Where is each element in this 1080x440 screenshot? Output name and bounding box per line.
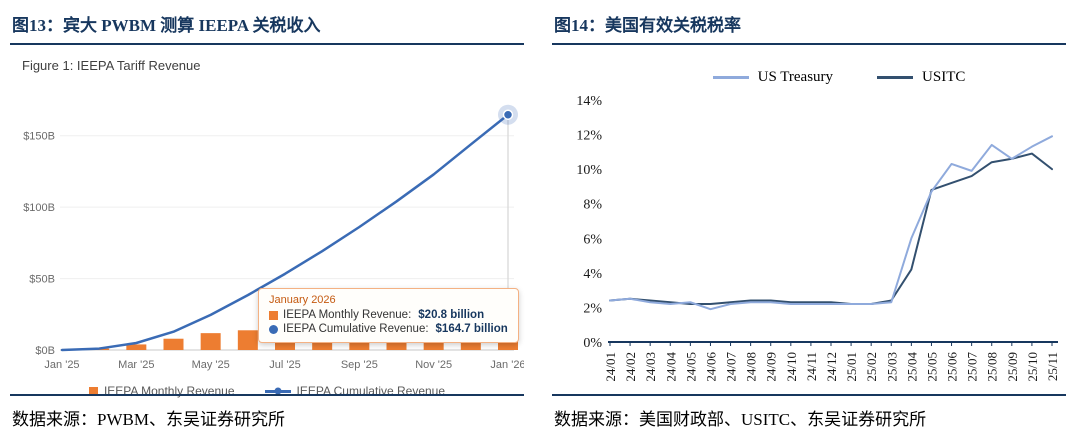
tooltip-cumulative-label: IEEPA Cumulative Revenue: <box>283 323 429 335</box>
tooltip-cumulative-value: $164.7 billion <box>435 323 508 335</box>
x-axis-tick-label: 25/11 <box>1045 352 1060 381</box>
x-axis-tick-label: 25/02 <box>864 352 879 382</box>
x-axis-tick-label: Sep '25 <box>341 359 378 371</box>
x-axis-tick-label: 25/03 <box>884 352 899 382</box>
x-axis-tick-label: 25/06 <box>945 352 960 382</box>
y-axis-tick-label: 0% <box>583 336 602 351</box>
figure-14-panel: 图14：美国有效关税税率 US Treasury USITC 0% 2% 4% 6% 8… <box>540 0 1080 440</box>
x-axis-tick-label: 25/10 <box>1025 352 1040 382</box>
bar-swatch-icon <box>88 386 98 396</box>
treasury-line-swatch-icon <box>712 76 749 79</box>
y-axis-tick-label: $100B <box>23 202 55 214</box>
x-axis-tick-label: 24/12 <box>824 352 839 382</box>
line-dot-swatch-icon <box>264 387 291 395</box>
x-axis-tick-label: 24/02 <box>623 352 638 382</box>
x-axis-tick-label: 24/09 <box>764 352 779 382</box>
tooltip-date: January 2026 <box>269 294 336 306</box>
y-axis-tick-label: $50B <box>29 274 55 286</box>
x-axis-tick-label: May '25 <box>192 359 230 371</box>
x-axis-tick-label: 25/04 <box>904 352 919 382</box>
usitc-line <box>609 152 1053 305</box>
x-axis-tick-label: 24/07 <box>724 352 739 382</box>
figure-14-source: 数据来源：美国财政部、USITC、东吴证券研究所 <box>552 394 1066 436</box>
x-axis-tick-label: Mar '25 <box>118 359 154 371</box>
y-axis-tick-label: 2% <box>583 301 602 316</box>
x-axis-tick-label: Jul '25 <box>269 359 300 371</box>
tooltip-monthly-value: $20.8 billion <box>418 309 485 321</box>
x-axis-tick-label: 25/01 <box>844 352 859 382</box>
x-axis-tick-label: 24/03 <box>643 352 658 382</box>
x-axis-tick-label: 25/09 <box>1005 352 1020 382</box>
x-axis-tick-label: Jan '25 <box>44 359 79 371</box>
y-axis-tick-label: 4% <box>583 267 602 282</box>
y-axis-tick-label: 14% <box>576 94 602 109</box>
figure-13-source: 数据来源：PWBM、东吴证券研究所 <box>10 394 524 436</box>
usitc-line-swatch-icon <box>877 76 914 79</box>
monthly-revenue-bar <box>200 333 221 350</box>
legend-us-treasury-label: US Treasury <box>757 69 834 85</box>
figure-14-legend: US Treasury USITC <box>552 69 1066 86</box>
x-axis-tick-label: 24/10 <box>784 352 799 382</box>
chart-tooltip: January 2026 IEEPA Monthly Revenue: $20.… <box>258 288 519 343</box>
y-axis-tick-label: $150B <box>23 131 55 143</box>
dot-icon <box>274 387 281 395</box>
x-axis-tick-label: 24/05 <box>683 352 698 382</box>
cumulative-end-marker <box>502 109 514 120</box>
legend-usitc: USITC <box>877 69 965 86</box>
monthly-revenue-marker-icon <box>269 310 278 320</box>
cumulative-revenue-line <box>60 113 510 352</box>
tariff-rate-chart: 0% 2% 4% 6% 8% 10% 12% 14% 24/01 24/02 24/03 24/04 2… <box>576 94 1060 382</box>
cumulative-revenue-marker-icon <box>269 324 278 334</box>
y-axis-tick-label: 6% <box>583 232 602 247</box>
x-axis-tick-label: 24/06 <box>703 352 718 382</box>
us-treasury-line <box>609 135 1053 311</box>
x-axis-tick-label: 24/01 <box>603 352 618 382</box>
y-axis-tick-label: 8% <box>583 198 602 213</box>
monthly-revenue-bar <box>126 344 147 350</box>
figure-13-title: 图13：宾大 PWBM 测算 IEEPA 关税收入 <box>10 10 524 45</box>
tooltip-monthly-row: IEEPA Monthly Revenue: $20.8 billion <box>269 309 508 321</box>
x-axis-tick-label: Jan '26 <box>490 359 524 371</box>
x-axis-tick-label: 24/11 <box>804 352 819 381</box>
tooltip-cumulative-row: IEEPA Cumulative Revenue: $164.7 billion <box>269 323 508 335</box>
y-axis-tick-label: $0B <box>35 345 55 357</box>
monthly-revenue-bar <box>237 330 258 350</box>
x-axis-tick-label: 25/05 <box>924 352 939 382</box>
legend-usitc-label: USITC <box>922 69 966 85</box>
x-axis-tick-label: 25/08 <box>985 352 1000 382</box>
x-axis-tick-label: 24/04 <box>663 352 678 382</box>
figure-14-title: 图14：美国有效关税税率 <box>552 10 1066 45</box>
monthly-revenue-bar <box>163 338 184 350</box>
x-axis-tick-label: 25/07 <box>965 352 980 382</box>
embedded-chart-title: Figure 1: IEEPA Tariff Revenue <box>22 58 201 73</box>
x-axis-tick-label: 24/08 <box>744 352 759 382</box>
figure-13-panel: 图13：宾大 PWBM 测算 IEEPA 关税收入 Figure 1: IEEP… <box>10 10 524 436</box>
y-axis-tick-label: 10% <box>576 163 602 178</box>
legend-us-treasury: US Treasury <box>712 69 834 86</box>
x-axis-tick-label: Nov '25 <box>415 359 452 371</box>
y-axis-tick-label: 12% <box>576 129 602 144</box>
tooltip-monthly-label: IEEPA Monthly Revenue: <box>283 309 412 321</box>
